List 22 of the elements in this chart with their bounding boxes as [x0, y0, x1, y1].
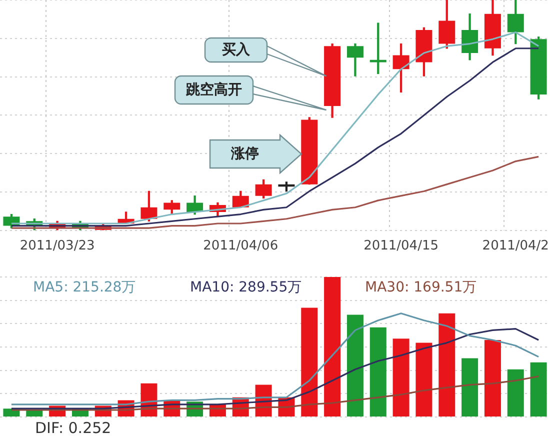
- bar: [324, 277, 341, 416]
- text: MA5: 215.28万: [33, 280, 136, 296]
- text: DIF: 0.252: [35, 418, 112, 437]
- bar: [392, 338, 410, 416]
- annotation: 跳空高开: [185, 80, 242, 97]
- bar: [438, 313, 456, 416]
- text: MA30: 169.51万: [365, 280, 477, 296]
- x-tick-label: 2011/04/2: [482, 238, 549, 254]
- bar: [346, 314, 364, 416]
- x-tick-label: 2011/04/06: [203, 238, 278, 254]
- annotation: 涨停: [230, 144, 259, 161]
- bar: [530, 362, 547, 416]
- bar: [507, 369, 524, 416]
- bar: [484, 340, 501, 416]
- annotation: 买入: [222, 40, 251, 57]
- text: MA10: 289.55万: [190, 280, 302, 296]
- bar: [416, 342, 432, 416]
- bar: [301, 308, 318, 416]
- x-tick-label: 2011/03/23: [20, 238, 95, 254]
- x-tick-label: 2011/04/15: [364, 238, 439, 254]
- bar: [370, 327, 386, 416]
- bar: [462, 358, 478, 416]
